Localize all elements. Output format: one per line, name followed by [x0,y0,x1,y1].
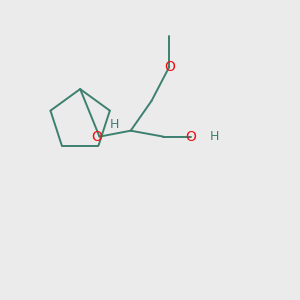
Text: O: O [164,60,175,74]
Text: H: H [209,130,219,143]
Text: H: H [110,118,119,131]
Text: O: O [186,130,196,144]
Text: O: O [91,130,102,144]
